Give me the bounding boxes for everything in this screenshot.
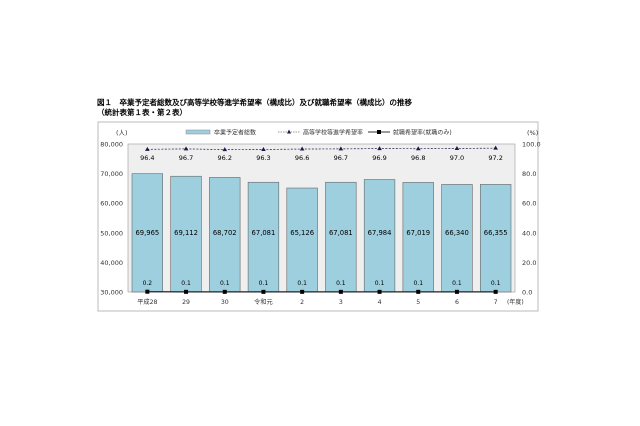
bar xyxy=(286,187,318,293)
title-line-2: （統計表第１表・第２表） xyxy=(97,108,187,117)
y-left-tick-label: 40,000 xyxy=(100,259,123,267)
y-right-tick-label: 0.0 xyxy=(522,289,532,297)
advance-rate-label: 96.9 xyxy=(372,154,386,162)
advance-rate-label: 96.2 xyxy=(218,154,232,162)
legend-advance-label: 高等学校等進学希望率 xyxy=(303,129,363,137)
employment-rate-label: 0.1 xyxy=(413,280,423,287)
advance-rate-marker xyxy=(183,146,189,151)
bar xyxy=(363,179,396,293)
title-line-1: 図１ 卒業予定者総数及び高等学校等進学希望率（構成比）及び就職希望率（構成比）の… xyxy=(97,98,412,107)
advance-rate-marker xyxy=(415,146,421,151)
bar xyxy=(325,181,357,293)
advance-rate-marker xyxy=(299,146,305,151)
y-left-tick-label: 70,000 xyxy=(100,170,123,178)
y-left-unit: (人) xyxy=(116,129,128,137)
advance-rate-label: 96.4 xyxy=(140,154,154,162)
employment-rate-label: 0.1 xyxy=(220,280,230,287)
bar-value-label: 67,081 xyxy=(252,229,276,237)
x-tick-label: 平成28 xyxy=(137,298,157,306)
bar xyxy=(402,182,434,293)
employment-rate-label: 0.1 xyxy=(375,280,385,287)
legend-bar-label: 卒業予定者総数 xyxy=(214,129,256,137)
advance-rate-label: 96.6 xyxy=(295,154,309,162)
x-tick-label: 4 xyxy=(378,299,382,306)
bar-value-label: 67,984 xyxy=(368,229,392,237)
advance-rate-label: 96.7 xyxy=(179,154,193,162)
employment-rate-marker xyxy=(222,289,227,294)
bar-value-label: 67,081 xyxy=(329,229,353,237)
bar-value-label: 66,355 xyxy=(484,229,508,237)
y-right-tick-label: 60.0 xyxy=(522,200,536,208)
bar-value-label: 66,340 xyxy=(445,229,469,237)
y-right-tick-label: 100.0 xyxy=(522,141,541,149)
bar-value-label: 69,112 xyxy=(174,229,198,237)
employment-rate-label: 0.1 xyxy=(336,280,346,287)
advance-rate-label: 97.0 xyxy=(450,154,464,162)
bar-value-label: 67,019 xyxy=(406,229,430,237)
employment-rate-label: 0.1 xyxy=(491,280,501,287)
advance-rate-label: 97.2 xyxy=(488,154,502,162)
bar-value-label: 65,126 xyxy=(290,229,314,237)
x-unit: (年度) xyxy=(507,298,524,306)
employment-rate-marker xyxy=(145,289,150,294)
legend-advance-marker xyxy=(287,129,291,134)
bar xyxy=(209,177,241,293)
x-tick-label: 令和元 xyxy=(254,298,273,306)
y-left-tick-label: 60,000 xyxy=(100,200,123,208)
legend-bar-swatch xyxy=(185,129,211,135)
x-tick-label: 3 xyxy=(339,299,343,306)
bar-value-label: 68,702 xyxy=(213,229,237,237)
employment-rate-marker xyxy=(454,289,459,294)
employment-rate-marker xyxy=(416,289,421,294)
advance-rate-label: 96.8 xyxy=(411,154,425,162)
legend-employment-label: 就職希望率(就職のみ) xyxy=(393,129,452,137)
y-right-unit: (%) xyxy=(527,129,538,137)
advance-rate-marker xyxy=(454,145,460,150)
advance-rate-marker xyxy=(145,146,150,151)
employment-rate-label: 0.2 xyxy=(143,280,153,287)
chart-title: 図１ 卒業予定者総数及び高等学校等進学希望率（構成比）及び就職希望率（構成比）の… xyxy=(97,98,412,118)
employment-rate-label: 0.1 xyxy=(297,280,307,287)
advance-rate-marker xyxy=(338,146,344,151)
x-tick-label: 2 xyxy=(300,299,304,306)
advance-rate-marker xyxy=(493,145,498,150)
employment-rate-label: 0.1 xyxy=(259,280,269,287)
legend-employment-marker xyxy=(377,130,381,134)
employment-rate-marker xyxy=(377,289,382,294)
bar xyxy=(441,184,473,293)
y-left-tick-label: 50,000 xyxy=(100,229,123,237)
y-left-tick-label: 30,000 xyxy=(100,289,123,297)
bar xyxy=(479,184,512,293)
y-right-tick-label: 40.0 xyxy=(522,229,536,237)
y-right-tick-label: 20.0 xyxy=(522,259,536,267)
x-tick-label: 5 xyxy=(416,299,420,306)
x-tick-label: 29 xyxy=(182,299,190,306)
y-left-tick-label: 80,000 xyxy=(100,141,123,149)
x-tick-label: 30 xyxy=(221,299,229,306)
bar xyxy=(247,181,280,293)
y-right-tick-label: 80.0 xyxy=(522,170,536,178)
employment-rate-marker xyxy=(300,289,305,294)
employment-rate-label: 0.1 xyxy=(452,280,462,287)
advance-rate-marker xyxy=(377,146,382,151)
employment-rate-marker xyxy=(261,289,266,294)
advance-rate-label: 96.7 xyxy=(334,154,348,162)
advance-rate-marker xyxy=(222,147,228,152)
employment-rate-label: 0.1 xyxy=(181,280,191,287)
employment-rate-marker xyxy=(184,289,189,294)
x-tick-label: 7 xyxy=(494,299,498,306)
employment-rate-marker xyxy=(493,289,498,294)
bar xyxy=(170,175,202,293)
advance-rate-label: 96.3 xyxy=(256,154,270,162)
advance-rate-marker xyxy=(261,146,266,151)
bar-value-label: 69,965 xyxy=(135,229,159,237)
x-tick-label: 6 xyxy=(455,299,459,306)
employment-rate-marker xyxy=(338,289,343,294)
